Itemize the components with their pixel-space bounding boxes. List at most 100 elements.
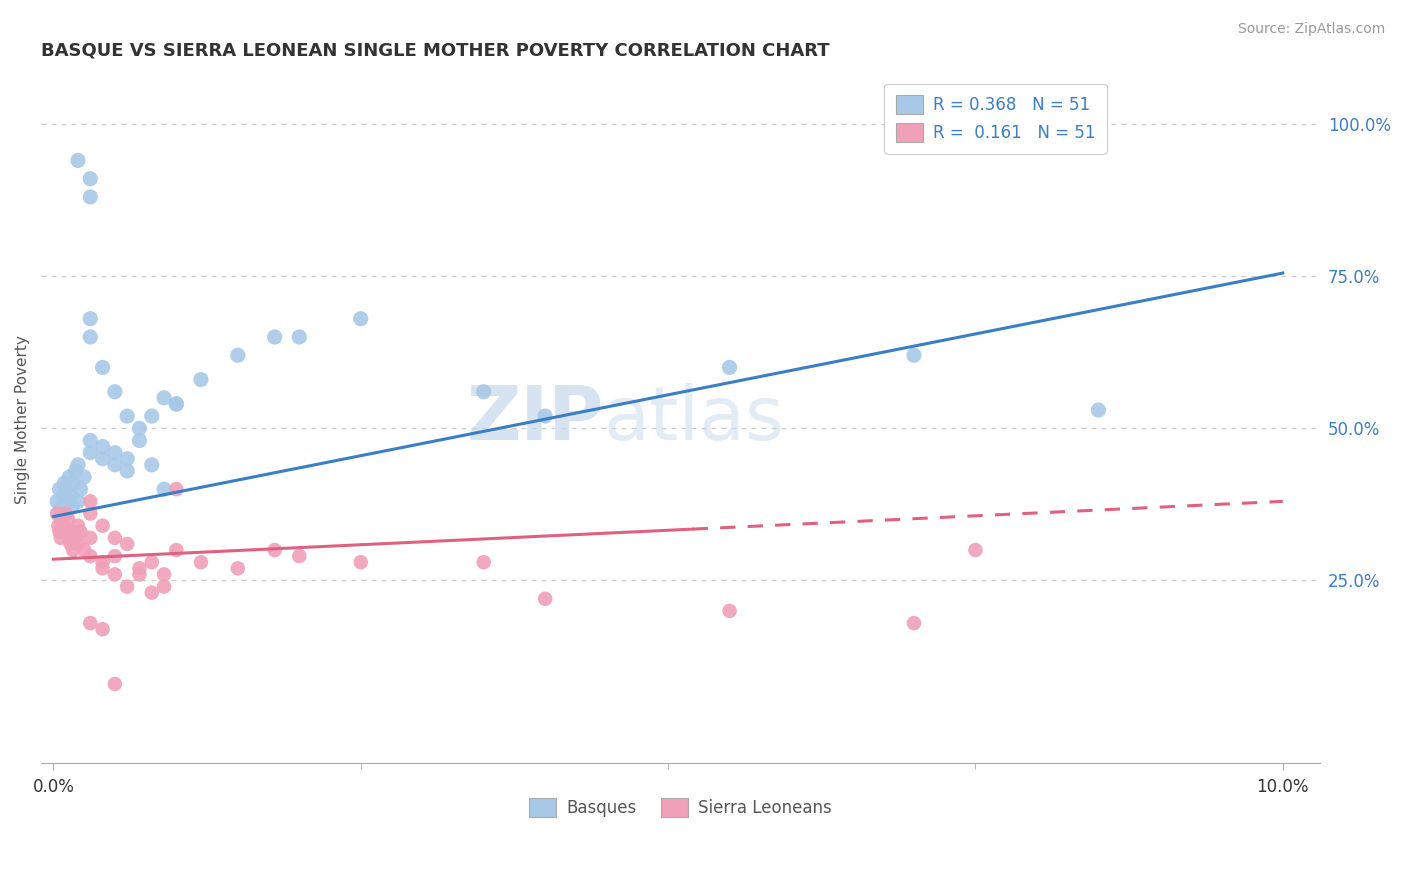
Point: [65, 531, 87, 545]
Point: [69, 524, 91, 539]
Point: [153, 391, 176, 405]
Point: [55, 507, 77, 521]
Point: [79, 616, 101, 631]
Point: [104, 384, 127, 399]
Point: [128, 561, 150, 575]
Point: [55, 482, 77, 496]
Point: [58, 531, 80, 545]
Point: [52, 488, 75, 502]
Point: [534, 591, 557, 606]
Text: BASQUE VS SIERRA LEONEAN SINGLE MOTHER POVERTY CORRELATION CHART: BASQUE VS SIERRA LEONEAN SINGLE MOTHER P…: [41, 42, 830, 60]
Point: [91, 451, 114, 466]
Point: [60, 524, 83, 539]
Point: [288, 330, 311, 344]
Point: [104, 549, 127, 563]
Point: [51, 513, 73, 527]
Point: [141, 458, 163, 472]
Point: [52, 518, 75, 533]
Point: [141, 409, 163, 424]
Legend: Basques, Sierra Leoneans: Basques, Sierra Leoneans: [523, 791, 838, 823]
Point: [115, 537, 138, 551]
Point: [79, 330, 101, 344]
Point: [263, 330, 285, 344]
Point: [472, 384, 495, 399]
Point: [165, 482, 187, 496]
Point: [141, 585, 163, 599]
Point: [46, 518, 69, 533]
Point: [104, 567, 127, 582]
Point: [49, 500, 72, 515]
Point: [350, 311, 373, 326]
Point: [165, 397, 187, 411]
Point: [46, 494, 69, 508]
Text: atlas: atlas: [603, 383, 785, 456]
Point: [69, 482, 91, 496]
Point: [718, 360, 741, 375]
Point: [165, 543, 187, 558]
Point: [91, 440, 114, 454]
Point: [66, 458, 89, 472]
Point: [59, 537, 82, 551]
Point: [46, 507, 69, 521]
Point: [59, 488, 82, 502]
Point: [903, 616, 925, 631]
Point: [79, 190, 101, 204]
Point: [48, 482, 70, 496]
Text: ZIP: ZIP: [467, 383, 603, 456]
Point: [66, 518, 89, 533]
Point: [153, 482, 176, 496]
Point: [115, 580, 138, 594]
Point: [128, 421, 150, 435]
Point: [226, 348, 249, 362]
Point: [115, 409, 138, 424]
Point: [91, 622, 114, 636]
Point: [534, 409, 557, 424]
Point: [56, 513, 79, 527]
Point: [104, 677, 127, 691]
Point: [165, 397, 187, 411]
Point: [55, 524, 77, 539]
Point: [79, 549, 101, 563]
Point: [141, 555, 163, 569]
Point: [115, 464, 138, 478]
Text: Source: ZipAtlas.com: Source: ZipAtlas.com: [1237, 22, 1385, 37]
Point: [903, 348, 925, 362]
Point: [288, 549, 311, 563]
Point: [79, 531, 101, 545]
Point: [56, 494, 79, 508]
Point: [104, 458, 127, 472]
Point: [66, 537, 89, 551]
Point: [60, 500, 83, 515]
Point: [79, 445, 101, 459]
Point: [128, 567, 150, 582]
Point: [153, 580, 176, 594]
Point: [48, 524, 70, 539]
Point: [115, 451, 138, 466]
Point: [91, 518, 114, 533]
Point: [73, 543, 96, 558]
Point: [91, 561, 114, 575]
Point: [79, 434, 101, 448]
Point: [58, 470, 80, 484]
Point: [65, 464, 87, 478]
Point: [104, 445, 127, 459]
Point: [79, 507, 101, 521]
Point: [51, 507, 73, 521]
Point: [226, 561, 249, 575]
Point: [66, 494, 89, 508]
Y-axis label: Single Mother Poverty: Single Mother Poverty: [15, 334, 30, 504]
Point: [73, 470, 96, 484]
Point: [190, 555, 212, 569]
Point: [62, 543, 84, 558]
Point: [104, 531, 127, 545]
Point: [153, 567, 176, 582]
Point: [1087, 403, 1109, 417]
Point: [350, 555, 373, 569]
Point: [472, 555, 495, 569]
Point: [128, 434, 150, 448]
Point: [263, 543, 285, 558]
Point: [718, 604, 741, 618]
Point: [190, 373, 212, 387]
Point: [79, 171, 101, 186]
Point: [53, 476, 76, 491]
